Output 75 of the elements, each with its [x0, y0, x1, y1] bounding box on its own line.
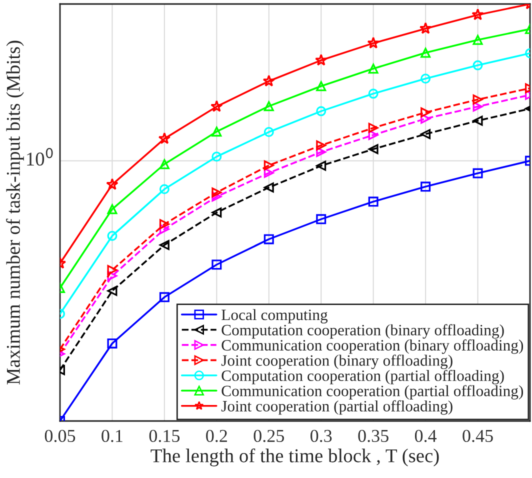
point	[368, 64, 378, 74]
point	[159, 292, 170, 302]
point	[316, 106, 326, 116]
point	[210, 100, 223, 112]
x-tick-label: 0.25	[254, 430, 284, 442]
legend-label: Communication cooperation (partial offloading)	[222, 385, 524, 400]
point	[264, 182, 274, 192]
point	[264, 234, 274, 244]
point	[107, 270, 118, 281]
x-tick-label: 0.4	[414, 430, 437, 442]
point	[106, 178, 118, 190]
point	[472, 34, 483, 45]
point	[159, 224, 170, 234]
point	[316, 160, 326, 171]
point	[368, 130, 378, 140]
point	[264, 127, 274, 138]
x-tick-label: 0.3	[310, 430, 332, 442]
point	[264, 168, 274, 178]
legend-label: Joint cooperation (partial offloading)	[221, 400, 452, 415]
legend-label: Computation cooperation (partial offloading)	[222, 370, 504, 384]
point	[316, 81, 326, 92]
point	[107, 204, 118, 214]
point	[368, 196, 378, 207]
x-tick-label: 0.15	[149, 430, 180, 442]
point	[472, 102, 483, 112]
point	[367, 36, 380, 49]
point	[472, 60, 483, 70]
point	[212, 192, 222, 202]
point	[107, 338, 118, 348]
point	[262, 74, 276, 86]
point	[159, 240, 170, 250]
point	[420, 107, 431, 118]
point	[420, 48, 431, 58]
legend-label: Local computing	[222, 309, 328, 324]
point	[107, 230, 118, 241]
point	[316, 214, 326, 224]
legend-label: Joint cooperation (binary offloading)	[221, 354, 452, 370]
point	[316, 147, 326, 158]
point	[420, 129, 431, 140]
x-tick-label: 0.2	[206, 430, 227, 442]
text: 10$^{0}$	[27, 148, 53, 166]
point	[420, 114, 431, 124]
x-tick-label: 0.05	[44, 430, 76, 442]
x-tick-label: 0.45	[462, 430, 493, 442]
point	[316, 140, 326, 150]
legend-label: Computation cooperation (binary offloading)	[222, 324, 504, 339]
point	[419, 22, 432, 34]
x-axis-title: The length of the time block , T (sec)	[150, 448, 439, 466]
point	[107, 286, 118, 296]
point	[264, 101, 274, 112]
point	[159, 159, 170, 170]
point	[107, 265, 118, 276]
point	[368, 88, 378, 99]
point	[158, 132, 171, 144]
point	[264, 160, 274, 170]
point	[159, 219, 170, 230]
x-tick-label: 0.1	[102, 430, 122, 442]
point	[212, 187, 222, 198]
point	[420, 182, 431, 192]
point	[212, 126, 222, 137]
point	[368, 144, 378, 154]
point	[472, 116, 483, 126]
point	[212, 260, 222, 270]
point	[368, 122, 378, 133]
point	[212, 152, 222, 162]
point	[472, 168, 483, 178]
point	[420, 74, 431, 84]
point	[472, 94, 483, 104]
x-tick-label: 0.35	[358, 430, 388, 442]
point	[212, 208, 222, 218]
y-axis-title: Maximum number of task-input bits (Mbits)	[6, 40, 24, 384]
point	[314, 54, 328, 66]
point	[472, 8, 484, 20]
legend-label: Communication cooperation (binary offloading)	[222, 339, 524, 354]
point	[159, 184, 170, 194]
